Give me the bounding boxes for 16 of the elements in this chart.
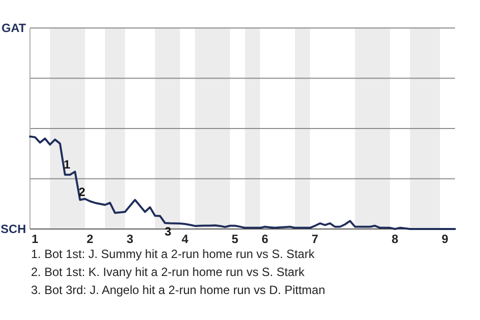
x-tick-label: 8 bbox=[392, 232, 399, 246]
x-tick-label: 3 bbox=[126, 232, 134, 246]
x-tick-label: 2 bbox=[86, 232, 94, 246]
text: 2. Bot 1st: K. Ivany hit a 2-run home run vs S. Stark bbox=[31, 265, 306, 279]
x-tick-label: 9 bbox=[442, 232, 449, 246]
text: GAT bbox=[2, 21, 27, 35]
x-tick-label: 5 bbox=[232, 232, 239, 246]
annotation: 1 bbox=[64, 158, 71, 172]
x-tick-label: 7 bbox=[312, 232, 319, 246]
x-tick-label: 4 bbox=[182, 232, 189, 246]
x-tick-label: 6 bbox=[262, 232, 269, 246]
text: SCH bbox=[0, 222, 26, 236]
annotation: 2 bbox=[78, 184, 86, 199]
x-tick-label: 1 bbox=[32, 232, 39, 246]
text: 1. Bot 1st: J. Summy hit a 2-run home run vs S. Stark bbox=[31, 247, 316, 261]
text: 3. Bot 3rd: J. Angelo hit a 2-run home run vs D. Pittman bbox=[31, 283, 326, 297]
